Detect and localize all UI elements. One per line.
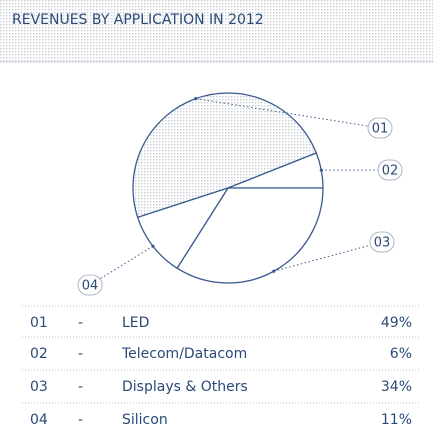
legend-separator: -	[78, 315, 83, 331]
legend-value: 6%	[390, 346, 412, 362]
legend-name: LED	[122, 315, 149, 331]
legend-name: Displays & Others	[122, 379, 248, 395]
callout-dot	[272, 270, 275, 273]
callout-label: 01	[372, 122, 389, 137]
legend-code: 04	[30, 412, 48, 428]
legend-separator: -	[78, 379, 83, 395]
legend-code: 03	[30, 379, 48, 395]
callout-label: 03	[374, 236, 391, 251]
legend-code: 01	[30, 315, 48, 331]
legend-code: 02	[30, 346, 48, 362]
callout-dot	[320, 169, 323, 172]
callout-label: 02	[382, 164, 399, 179]
legend-value: 34%	[381, 379, 412, 395]
legend-separator: -	[78, 346, 83, 362]
legend-name: Silicon	[122, 412, 168, 428]
legend-separator: -	[78, 412, 83, 428]
header-band	[0, 0, 433, 62]
callout-dot	[151, 245, 154, 248]
legend-value: 11%	[381, 412, 412, 428]
legend-name: Telecom/Datacom	[121, 346, 247, 362]
callout-dot	[194, 97, 197, 100]
callout-label: 04	[82, 279, 99, 294]
legend-value: 49%	[381, 315, 412, 331]
chart-title: REVENUES BY APPLICATION IN 2012	[12, 12, 264, 28]
